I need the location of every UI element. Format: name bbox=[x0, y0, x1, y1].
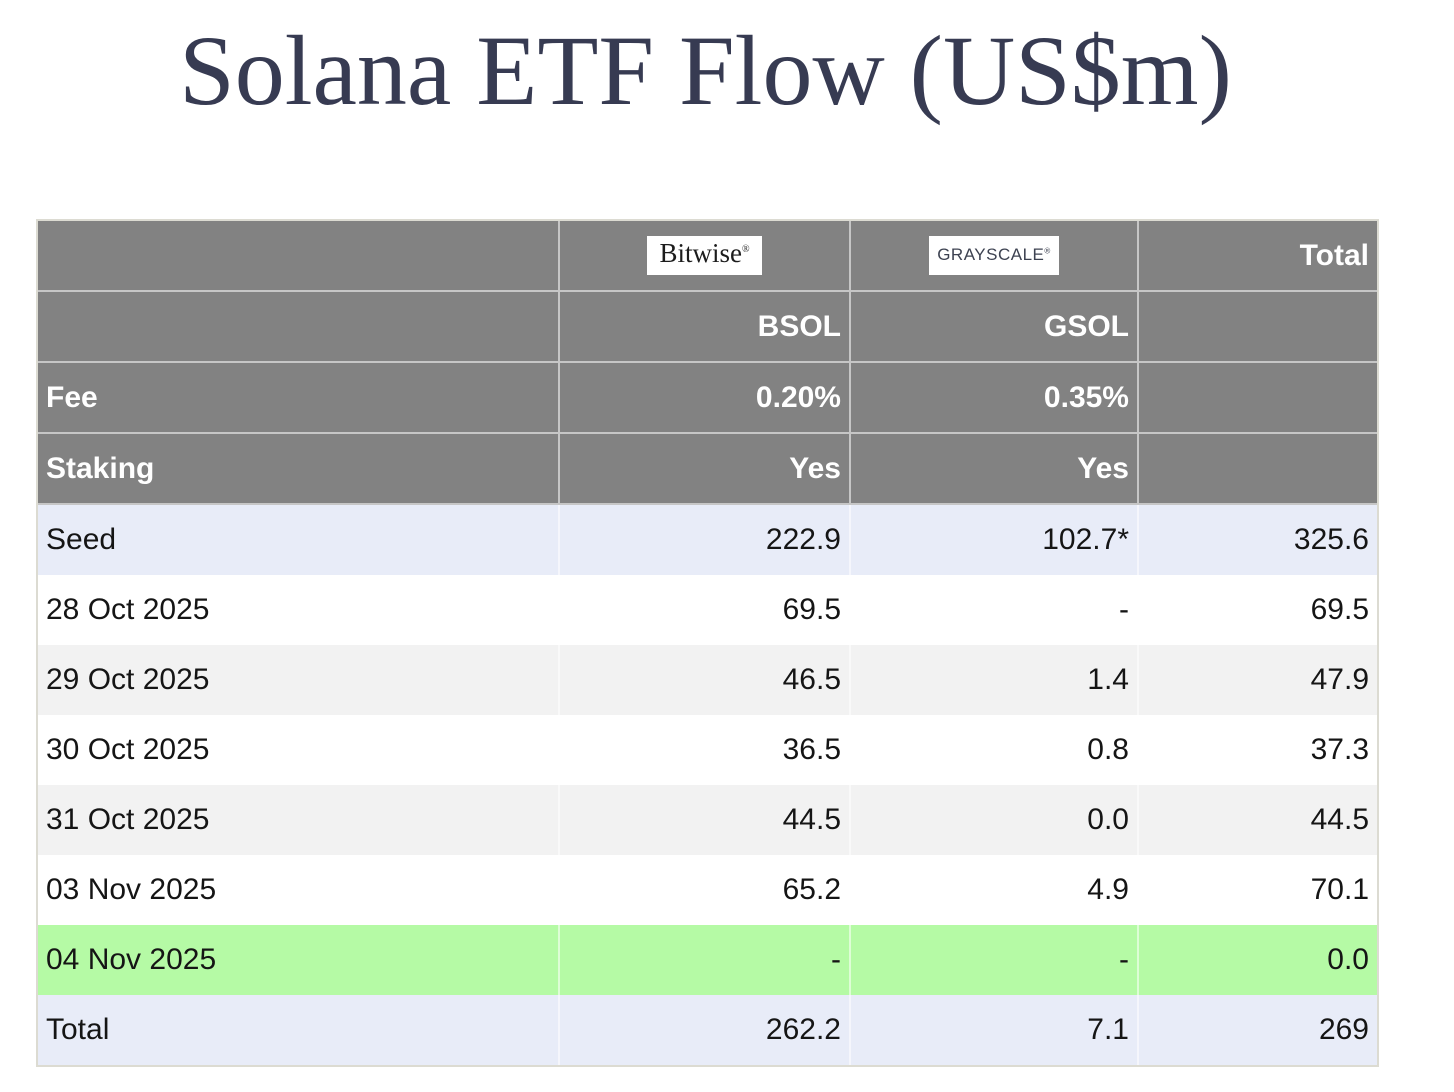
total-value: 37.3 bbox=[1139, 715, 1377, 785]
row-label: 28 Oct 2025 bbox=[38, 575, 560, 645]
gsol-value: 4.9 bbox=[851, 855, 1139, 925]
bsol-value: 69.5 bbox=[560, 575, 851, 645]
bitwise-logo: Bitwise® bbox=[647, 236, 762, 275]
bsol-value: 46.5 bbox=[560, 645, 851, 715]
gsol-value: 0.8 bbox=[851, 715, 1139, 785]
ticker-row-spacer-cell bbox=[38, 292, 560, 363]
header-row-staking: Staking Yes Yes bbox=[38, 434, 1377, 505]
header-row-issuers: Bitwise® GRAYSCALE® Total bbox=[38, 221, 1377, 292]
bsol-ticker-header: BSOL bbox=[560, 292, 851, 363]
fee-gsol-cell: 0.35% bbox=[851, 363, 1139, 434]
table-row-30-oct: 30 Oct 2025 36.5 0.8 37.3 bbox=[38, 715, 1377, 785]
staking-total-cell bbox=[1139, 434, 1377, 505]
bsol-value: 44.5 bbox=[560, 785, 851, 855]
bsol-value: 36.5 bbox=[560, 715, 851, 785]
row-label: 03 Nov 2025 bbox=[38, 855, 560, 925]
table-row-28-oct: 28 Oct 2025 69.5 - 69.5 bbox=[38, 575, 1377, 645]
gsol-value: 7.1 bbox=[851, 995, 1139, 1065]
row-label: Seed bbox=[38, 505, 560, 575]
grayscale-logo: GRAYSCALE® bbox=[929, 236, 1059, 275]
fee-total-cell bbox=[1139, 363, 1377, 434]
gsol-value: 0.0 bbox=[851, 785, 1139, 855]
gsol-value: 1.4 bbox=[851, 645, 1139, 715]
gsol-ticker-header: GSOL bbox=[851, 292, 1139, 363]
total-value: 47.9 bbox=[1139, 645, 1377, 715]
table-row-31-oct: 31 Oct 2025 44.5 0.0 44.5 bbox=[38, 785, 1377, 855]
page-title: Solana ETF Flow (US$m) bbox=[179, 15, 1232, 126]
total-value: 325.6 bbox=[1139, 505, 1377, 575]
fee-row-label: Fee bbox=[38, 363, 560, 434]
issuer-row-spacer-cell bbox=[38, 221, 560, 292]
table-row-03-nov: 03 Nov 2025 65.2 4.9 70.1 bbox=[38, 855, 1377, 925]
gsol-value: 102.7* bbox=[851, 505, 1139, 575]
bsol-value: - bbox=[560, 925, 851, 995]
total-value: 70.1 bbox=[1139, 855, 1377, 925]
gsol-value: - bbox=[851, 575, 1139, 645]
header-row-fee: Fee 0.20% 0.35% bbox=[38, 363, 1377, 434]
staking-bsol-cell: Yes bbox=[560, 434, 851, 505]
ticker-row-total-cell bbox=[1139, 292, 1377, 363]
etf-flow-table: Bitwise® GRAYSCALE® Total BSOL GSOL Fee … bbox=[36, 219, 1379, 1067]
total-value: 69.5 bbox=[1139, 575, 1377, 645]
page-container: Solana ETF Flow (US$m) Bitwise® GRAYSCAL… bbox=[36, 0, 1379, 1067]
gsol-value: - bbox=[851, 925, 1139, 995]
grayscale-logo-cell: GRAYSCALE® bbox=[851, 221, 1139, 292]
staking-gsol-cell: Yes bbox=[851, 434, 1139, 505]
fee-bsol-cell: 0.20% bbox=[560, 363, 851, 434]
bitwise-logo-cell: Bitwise® bbox=[560, 221, 851, 292]
bitwise-trademark: ® bbox=[741, 244, 750, 256]
total-value: 269 bbox=[1139, 995, 1377, 1065]
bsol-value: 262.2 bbox=[560, 995, 851, 1065]
total-value: 0.0 bbox=[1139, 925, 1377, 995]
total-column-header: Total bbox=[1139, 221, 1377, 292]
table-row-29-oct: 29 Oct 2025 46.5 1.4 47.9 bbox=[38, 645, 1377, 715]
row-label: 29 Oct 2025 bbox=[38, 645, 560, 715]
row-label: 04 Nov 2025 bbox=[38, 925, 560, 995]
table-row-total: Total 262.2 7.1 269 bbox=[38, 995, 1377, 1065]
bsol-value: 222.9 bbox=[560, 505, 851, 575]
row-label: Total bbox=[38, 995, 560, 1065]
bsol-value: 65.2 bbox=[560, 855, 851, 925]
row-label: 30 Oct 2025 bbox=[38, 715, 560, 785]
total-value: 44.5 bbox=[1139, 785, 1377, 855]
header-row-tickers: BSOL GSOL bbox=[38, 292, 1377, 363]
staking-row-label: Staking bbox=[38, 434, 560, 505]
row-label: 31 Oct 2025 bbox=[38, 785, 560, 855]
grayscale-trademark: ® bbox=[1044, 246, 1051, 256]
table-row-seed: Seed 222.9 102.7* 325.6 bbox=[38, 505, 1377, 575]
table-row-04-nov-highlighted: 04 Nov 2025 - - 0.0 bbox=[38, 925, 1377, 995]
